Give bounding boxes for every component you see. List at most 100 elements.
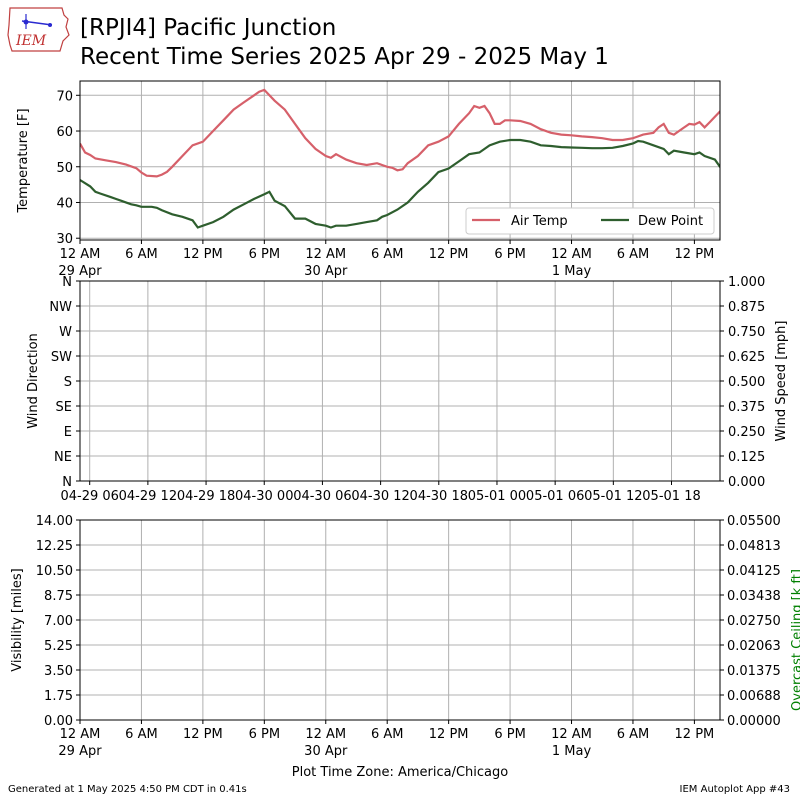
wind-panel: N NE E SE S SW W NW N 0.000 0.125 0.250 0.375 0.500 0.…	[26, 275, 789, 504]
x-tick-label: 04-29 06	[60, 489, 118, 504]
x-tick-label: 6 PM	[249, 247, 280, 262]
visibility-tick-label: 7.00	[44, 614, 73, 629]
visibility-tick-label: 3.50	[44, 664, 73, 679]
visibility-tick-label: 1.75	[44, 689, 73, 704]
wind-speed-tick-label: 0.500	[728, 375, 765, 390]
visibility-panel: 0.00 1.75 3.50 5.25 7.00 8.75 10.50 12.25 14.00 0…	[10, 514, 800, 780]
footer-app: IEM Autoplot App #43	[679, 784, 790, 795]
x-tick-label: 6 AM	[125, 727, 158, 742]
x-tick-label: 05-01 18	[642, 489, 700, 504]
iem-logo: IEM	[7, 7, 70, 52]
legend-label-dew-point: Dew Point	[638, 214, 703, 229]
wind-speed-tick-label: 1.000	[728, 275, 765, 290]
plot-frame	[79, 280, 721, 482]
ceiling-tick-label: 0.00688	[727, 689, 781, 704]
ceiling-axis-label: Overcast Ceiling [k ft]	[790, 569, 800, 711]
x-tick-label: 04-30 06	[293, 489, 351, 504]
wind-speed-tick-label: 0.000	[728, 475, 765, 490]
x-tick-label: 12 AM	[60, 247, 101, 262]
footer-generated: Generated at 1 May 2025 4:50 PM CDT in 0…	[8, 784, 247, 795]
wind-speed-tick-label: 0.875	[728, 300, 765, 315]
x-tick-sublabel: 29 Apr	[58, 744, 102, 759]
x-tick-label: 12 AM	[305, 727, 346, 742]
chart-title-line1: [RPJI4] Pacific Junction	[80, 15, 337, 41]
x-tick-label: 6 PM	[494, 727, 525, 742]
wind-speed-tick-label: 0.250	[728, 425, 765, 440]
x-tick-sublabel: 30 Apr	[304, 264, 348, 279]
plot-timezone-label: Plot Time Zone: America/Chicago	[292, 765, 508, 780]
x-tick-label: 6 AM	[617, 247, 650, 262]
wind-speed-axis-label: Wind Speed [mph]	[774, 321, 789, 442]
ceiling-tick-label: 0.00000	[727, 714, 781, 729]
x-tick-label: 12 PM	[675, 247, 715, 262]
y-tick-label: 40	[56, 196, 73, 211]
visibility-tick-label: 14.00	[36, 514, 73, 529]
visibility-tick-label: 0.00	[44, 714, 73, 729]
x-tick-label: 12 PM	[183, 727, 223, 742]
x-tick-label: 6 PM	[249, 727, 280, 742]
x-tick-label: 6 AM	[617, 727, 650, 742]
wind-speed-tick-label: 0.625	[728, 350, 765, 365]
temperature-axis-label: Temperature [F]	[16, 108, 31, 213]
iowa-outline-icon	[7, 7, 70, 52]
logo-text: IEM	[15, 33, 47, 49]
x-tick-label: 04-30 12	[351, 489, 409, 504]
plot-frame	[79, 519, 721, 721]
ceiling-tick-label: 0.04813	[727, 539, 781, 554]
wind-direction-tick-label: NW	[49, 300, 72, 315]
legend-label-air-temp: Air Temp	[511, 214, 568, 229]
visibility-tick-label: 5.25	[44, 639, 73, 654]
ceiling-tick-label: 0.01375	[727, 664, 781, 679]
wind-direction-tick-label: SE	[56, 400, 72, 415]
air-temp-line	[80, 88, 720, 178]
x-tick-label: 12 AM	[551, 247, 592, 262]
x-tick-label: 6 AM	[125, 247, 158, 262]
wind-speed-tick-label: 0.125	[728, 450, 765, 465]
wind-direction-tick-label: NE	[54, 450, 72, 465]
legend-box	[465, 207, 715, 235]
x-tick-label: 04-30 18	[410, 489, 468, 504]
x-tick-label: 05-01 06	[526, 489, 584, 504]
wind-direction-tick-label: SW	[51, 350, 72, 365]
wind-direction-tick-label: N	[62, 475, 72, 490]
visibility-axis-label: Visibility [miles]	[10, 568, 25, 671]
x-tick-label: 12 AM	[60, 727, 101, 742]
x-tick-label: 12 PM	[429, 247, 469, 262]
visibility-tick-label: 12.25	[36, 539, 73, 554]
wind-direction-tick-label: S	[64, 375, 72, 390]
x-tick-sublabel: 29 Apr	[58, 264, 102, 279]
plot-frame	[79, 80, 721, 241]
x-tick-label: 12 AM	[305, 247, 346, 262]
y-tick-label: 50	[56, 161, 73, 176]
ceiling-tick-label: 0.02063	[727, 639, 781, 654]
x-tick-label: 04-30 00	[235, 489, 293, 504]
y-tick-label: 60	[56, 125, 73, 140]
x-tick-label: 6 PM	[494, 247, 525, 262]
x-tick-label: 04-29 12	[119, 489, 177, 504]
x-tick-label: 12 PM	[429, 727, 469, 742]
wind-speed-tick-label: 0.375	[728, 400, 765, 415]
x-tick-label: 12 PM	[183, 247, 223, 262]
ceiling-tick-label: 0.02750	[727, 614, 781, 629]
legend: Air Temp Dew Point	[465, 207, 715, 235]
x-tick-label: 12 AM	[551, 727, 592, 742]
wind-speed-tick-label: 0.750	[728, 325, 765, 340]
temperature-panel: 12 AM 29 Apr 6 AM 12 PM 6 PM 12 AM 30 Apr 6 AM 1…	[16, 80, 721, 279]
y-tick-label: 30	[56, 232, 73, 247]
ceiling-tick-label: 0.05500	[727, 514, 781, 529]
x-tick-label: 05-01 00	[468, 489, 526, 504]
x-tick-label: 05-01 12	[584, 489, 642, 504]
x-tick-sublabel: 30 Apr	[304, 744, 348, 759]
chart-title-line2: Recent Time Series 2025 Apr 29 - 2025 Ma…	[80, 44, 609, 70]
x-tick-label: 04-29 18	[177, 489, 235, 504]
x-tick-label: 6 AM	[371, 247, 404, 262]
visibility-tick-label: 10.50	[36, 564, 73, 579]
x-tick-sublabel: 1 May	[552, 744, 592, 759]
wind-direction-tick-label: E	[64, 425, 72, 440]
wind-direction-axis-label: Wind Direction	[26, 333, 41, 429]
ceiling-tick-label: 0.04125	[727, 564, 781, 579]
y-tick-label: 70	[56, 89, 73, 104]
x-tick-label: 12 PM	[675, 727, 715, 742]
visibility-tick-label: 8.75	[44, 589, 73, 604]
